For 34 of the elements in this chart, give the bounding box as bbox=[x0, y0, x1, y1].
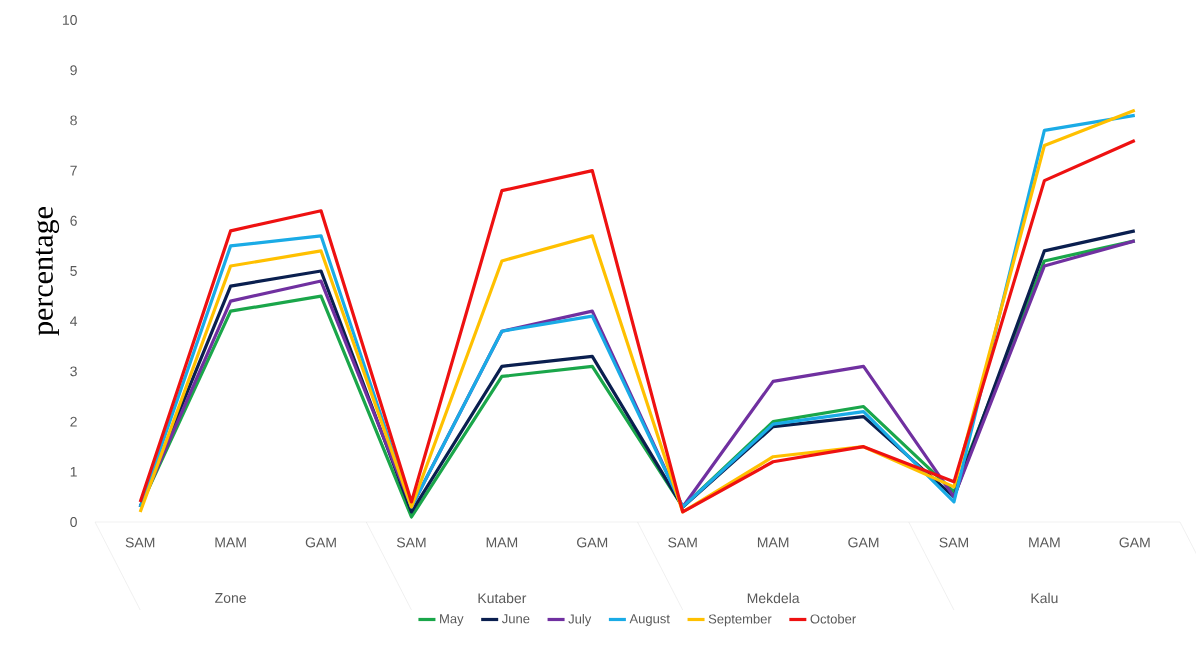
legend-label: July bbox=[568, 614, 592, 627]
x-tick-label: MAM bbox=[1029, 537, 1060, 548]
y-tick-label: 7 bbox=[70, 165, 77, 176]
text: Mekdela bbox=[747, 592, 800, 604]
x-tick-label: MAM bbox=[757, 537, 789, 548]
text: Kutaber bbox=[478, 592, 527, 604]
y-axis-title: percentage bbox=[35, 207, 60, 336]
x-tick-label: GAM bbox=[848, 537, 879, 548]
x-tick-label: GAM bbox=[305, 537, 336, 548]
x-tick-label: SAM bbox=[396, 537, 426, 548]
y-tick-label: 3 bbox=[70, 366, 77, 377]
x-tick-label: SAM bbox=[939, 537, 968, 548]
y-tick-label: 5 bbox=[70, 266, 77, 276]
y-tick-label: 2 bbox=[70, 416, 77, 427]
y-tick-label: 1 bbox=[70, 466, 77, 477]
y-tick-label: 0 bbox=[70, 517, 77, 527]
x-tick-label: SAM bbox=[668, 537, 697, 548]
x-tick-label: MAM bbox=[486, 537, 518, 548]
legend-label: September bbox=[708, 614, 772, 627]
x-tick-label: SAM bbox=[125, 537, 155, 548]
legend-label: August bbox=[629, 614, 670, 626]
legend-label: June bbox=[501, 614, 530, 624]
y-tick-label: 6 bbox=[70, 215, 77, 226]
y-tick-label: 8 bbox=[70, 115, 77, 126]
y-tick-label: 4 bbox=[70, 316, 78, 327]
legend-label: May bbox=[440, 614, 464, 626]
legend-label: October bbox=[810, 614, 856, 624]
text: Zone bbox=[215, 593, 246, 603]
x-tick-label: GAM bbox=[1119, 537, 1150, 548]
y-tick-label: 9 bbox=[70, 65, 77, 76]
x-tick-label: GAM bbox=[577, 537, 608, 548]
text: Kalu bbox=[1031, 592, 1058, 604]
x-tick-label: MAM bbox=[215, 537, 246, 548]
y-tick-label: 10 bbox=[62, 15, 77, 25]
